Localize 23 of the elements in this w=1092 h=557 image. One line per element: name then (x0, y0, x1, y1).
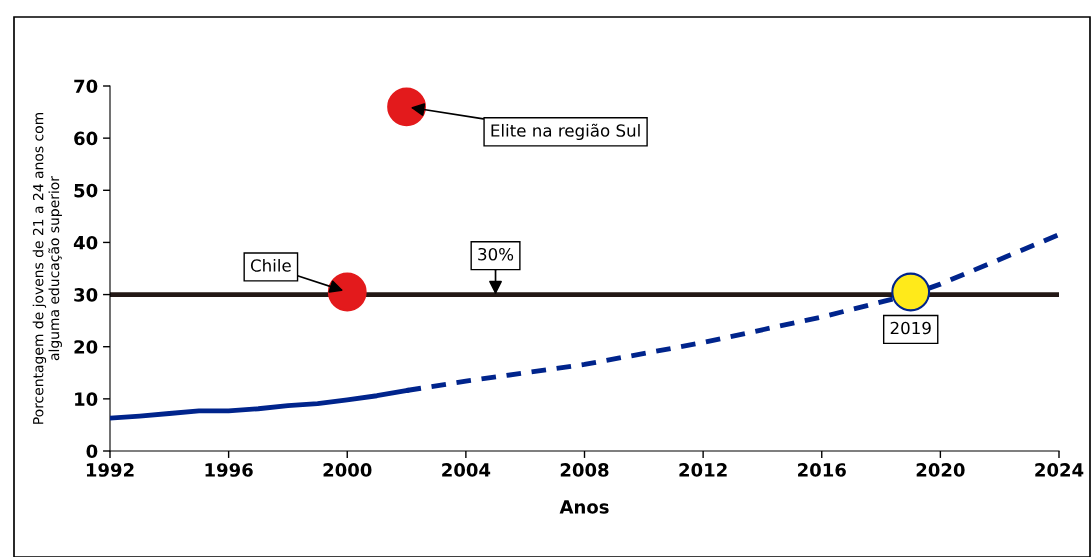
annotation: Chile (250, 258, 291, 272)
x-tick-label: 2024 (1035, 463, 1084, 477)
x-tick-label: 2016 (798, 463, 846, 477)
y-tick-label: 10 (75, 392, 98, 406)
annotation: 2019 (890, 321, 931, 335)
x-axis-title: Anos (559, 500, 609, 514)
x-tick-label: 1992 (86, 463, 134, 477)
annotation: 30% (478, 247, 514, 261)
y-tick-label: 70 (74, 79, 98, 94)
y-tick-label: 0 (86, 444, 98, 459)
x-tick-label: 2004 (442, 463, 491, 477)
x-tick-label: 2008 (560, 463, 609, 477)
y-tick-label: 20 (74, 340, 98, 354)
y-axis-title: Porcentagem de jovens de 21 a 24 anos com alguma educação superior (32, 113, 62, 424)
y-tick-label: 50 (74, 183, 98, 198)
x-tick-label: 2012 (679, 463, 727, 477)
x-tick-label: 2020 (916, 463, 965, 477)
annotation: Elite na região Sul (491, 123, 640, 141)
y-tick-label: 30 (74, 288, 98, 302)
y-tick-label: 40 (73, 235, 98, 250)
x-tick-label: 2000 (323, 463, 372, 477)
x-tick-label: 1996 (205, 463, 253, 477)
y-tick-label: 60 (74, 131, 98, 146)
